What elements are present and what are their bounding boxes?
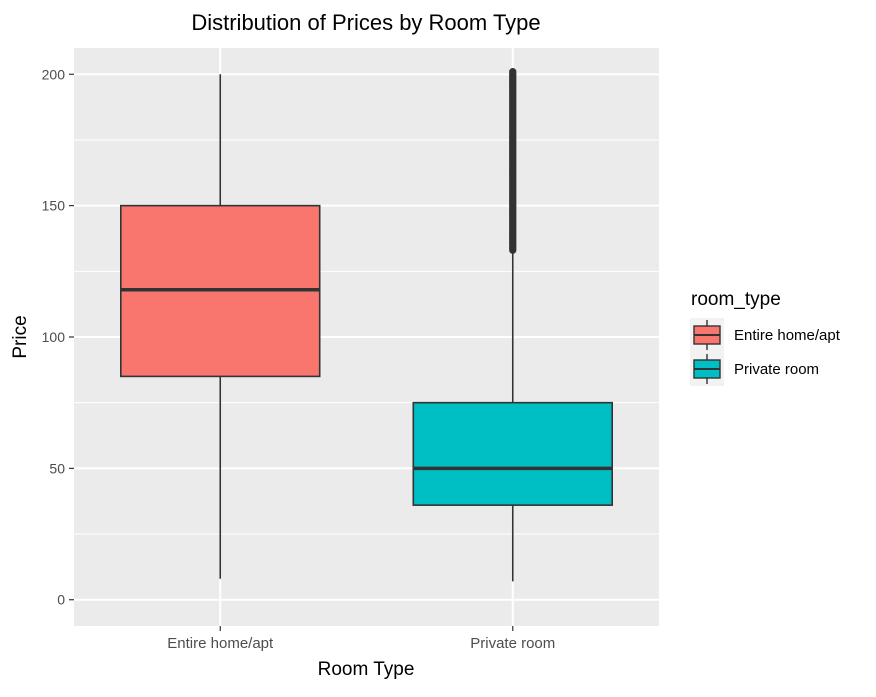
legend-title: room_type	[691, 289, 781, 310]
box-iqr	[412, 401, 613, 506]
legend-label: Entire home/apt	[734, 327, 841, 344]
y-tick-label: 150	[42, 198, 66, 214]
x-axis: Entire home/apt Private room	[167, 626, 555, 652]
y-tick-label: 0	[57, 592, 65, 608]
y-tick-label: 100	[42, 329, 66, 345]
box-private-room	[412, 68, 613, 582]
legend-label: Private room	[734, 361, 819, 378]
chart-title: Distribution of Prices by Room Type	[191, 10, 540, 35]
box-entire-home	[120, 74, 321, 579]
y-tick-label: 200	[42, 66, 66, 82]
outlier-point	[509, 68, 517, 76]
y-axis-title: Price	[10, 315, 31, 358]
legend-key	[690, 352, 724, 386]
x-tick-label: Private room	[470, 635, 555, 652]
boxes	[120, 68, 613, 582]
legend: room_type Entire home/apt Private room	[690, 289, 841, 386]
legend-key	[690, 318, 724, 352]
y-axis: 0 50 100 150 200	[42, 66, 74, 608]
y-tick-label: 50	[49, 460, 65, 476]
x-tick-label: Entire home/apt	[167, 635, 274, 652]
x-axis-title: Room Type	[318, 659, 415, 680]
